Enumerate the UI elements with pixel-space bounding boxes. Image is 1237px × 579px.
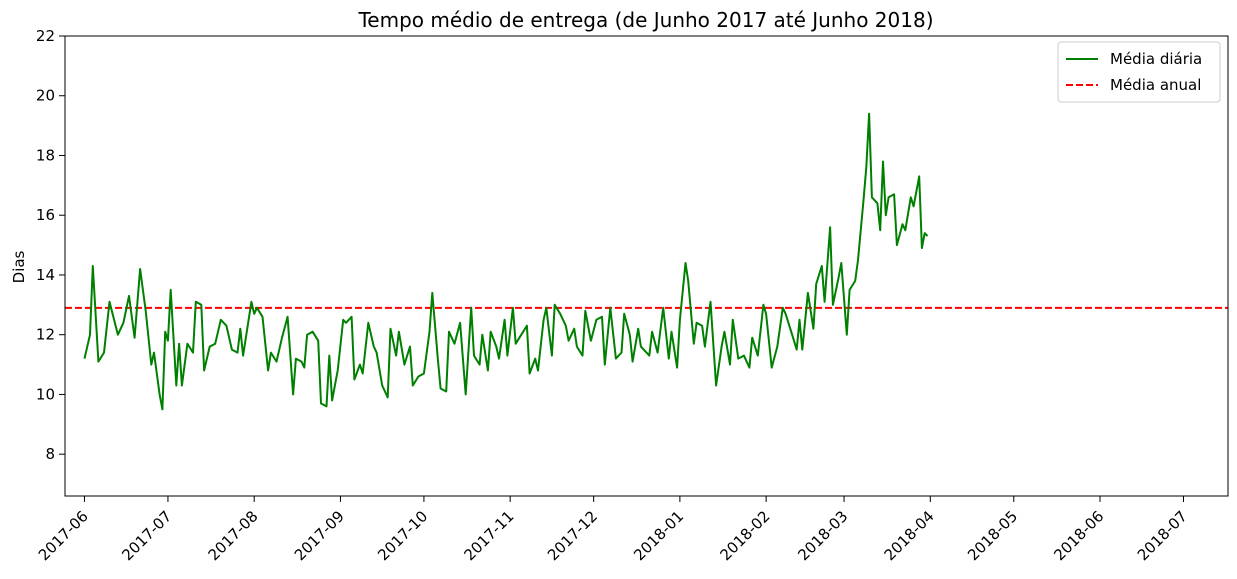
y-tick-label: 16: [36, 206, 55, 224]
daily-mean-series-line: [83, 112, 929, 411]
legend: Média diária Média anual: [1057, 41, 1221, 103]
y-axis: 8 10 12 14 16 18 20 22: [36, 27, 65, 463]
y-tick-label: 10: [36, 385, 55, 403]
chart-title: Tempo médio de entrega (de Junho 2017 at…: [357, 8, 933, 32]
y-tick-label: 18: [36, 146, 55, 164]
y-tick-label: 8: [45, 445, 55, 463]
y-tick-label: 12: [36, 326, 55, 344]
legend-label-daily-mean: Média diária: [1110, 50, 1202, 68]
y-tick-label: 22: [36, 27, 55, 45]
y-tick-label: 20: [36, 87, 55, 105]
legend-label-annual-mean: Média anual: [1110, 76, 1201, 94]
legend-box: [1057, 41, 1221, 103]
plot-frame: [64, 35, 1229, 497]
y-tick-label: 14: [36, 266, 55, 284]
y-axis-label: Dias: [10, 250, 28, 283]
